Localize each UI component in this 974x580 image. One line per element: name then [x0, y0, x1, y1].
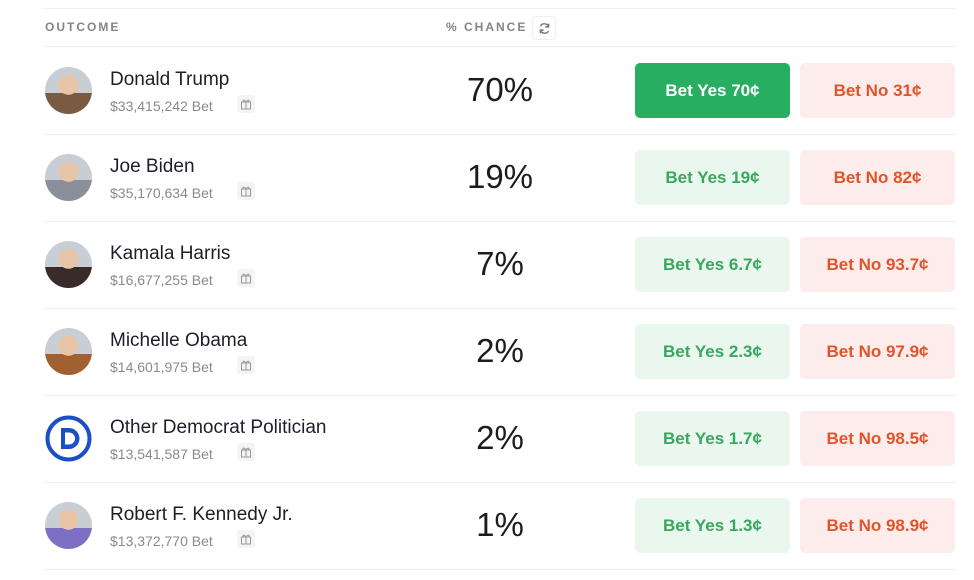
top-divider	[45, 8, 956, 9]
avatar	[45, 67, 92, 114]
chance-value: 1%	[476, 506, 524, 543]
outcome-name[interactable]: Kamala Harris	[110, 243, 231, 264]
chance-value: 70%	[466, 71, 534, 108]
chance-header: % CHANCE	[446, 20, 528, 34]
democrat-logo-avatar	[45, 415, 92, 462]
refresh-icon	[539, 22, 549, 34]
gift-icon[interactable]	[237, 182, 255, 200]
outcome-name[interactable]: Joe Biden	[110, 156, 195, 177]
refresh-button[interactable]	[532, 16, 556, 40]
outcome-name[interactable]: Michelle Obama	[110, 330, 248, 351]
bet-no-button[interactable]: Bet No 31¢	[800, 63, 955, 118]
gift-icon[interactable]	[237, 443, 255, 461]
bet-yes-button[interactable]: Bet Yes 70¢	[635, 63, 790, 118]
outcome-header: OUTCOME	[45, 20, 121, 34]
outcome-name[interactable]: Donald Trump	[110, 69, 230, 90]
outcome-name[interactable]: Other Democrat Politician	[110, 417, 327, 438]
chance-value: 7%	[476, 245, 524, 282]
chance-value: 2%	[476, 332, 524, 369]
outcome-name[interactable]: Robert F. Kennedy Jr.	[110, 504, 293, 525]
avatar	[45, 502, 92, 549]
outcome-row: Kamala Harris $16,677,255 Bet 7% Bet Yes…	[45, 221, 956, 309]
outcome-row: Donald Trump $33,415,242 Bet 70% Bet Yes…	[45, 47, 956, 135]
header-divider	[45, 46, 956, 47]
bet-volume: $13,372,770 Bet	[110, 533, 213, 549]
bet-yes-button[interactable]: Bet Yes 6.7¢	[635, 237, 790, 292]
bet-no-button[interactable]: Bet No 98.9¢	[800, 498, 955, 553]
chance-value: 2%	[476, 419, 524, 456]
gift-icon[interactable]	[237, 95, 255, 113]
gift-icon[interactable]	[237, 269, 255, 287]
outcome-row: Robert F. Kennedy Jr. $13,372,770 Bet 1%…	[45, 482, 956, 570]
outcome-row: Michelle Obama $14,601,975 Bet 2% Bet Ye…	[45, 308, 956, 396]
avatar	[45, 241, 92, 288]
bet-volume: $33,415,242 Bet	[110, 98, 213, 114]
bet-volume: $14,601,975 Bet	[110, 359, 213, 375]
bet-no-button[interactable]: Bet No 97.9¢	[800, 324, 955, 379]
bet-no-button[interactable]: Bet No 93.7¢	[800, 237, 955, 292]
bet-volume: $35,170,634 Bet	[110, 185, 213, 201]
outcome-row: Joe Biden $35,170,634 Bet 19% Bet Yes 19…	[45, 134, 956, 222]
gift-icon[interactable]	[237, 356, 255, 374]
gift-icon[interactable]	[237, 530, 255, 548]
bet-yes-button[interactable]: Bet Yes 1.3¢	[635, 498, 790, 553]
chance-value: 19%	[466, 158, 534, 195]
outcome-row: Other Democrat Politician $13,541,587 Be…	[45, 395, 956, 483]
avatar	[45, 154, 92, 201]
bet-yes-button[interactable]: Bet Yes 19¢	[635, 150, 790, 205]
bet-no-button[interactable]: Bet No 82¢	[800, 150, 955, 205]
bet-volume: $16,677,255 Bet	[110, 272, 213, 288]
bet-no-button[interactable]: Bet No 98.5¢	[800, 411, 955, 466]
bet-yes-button[interactable]: Bet Yes 2.3¢	[635, 324, 790, 379]
bet-yes-button[interactable]: Bet Yes 1.7¢	[635, 411, 790, 466]
avatar	[45, 328, 92, 375]
bet-volume: $13,541,587 Bet	[110, 446, 213, 462]
